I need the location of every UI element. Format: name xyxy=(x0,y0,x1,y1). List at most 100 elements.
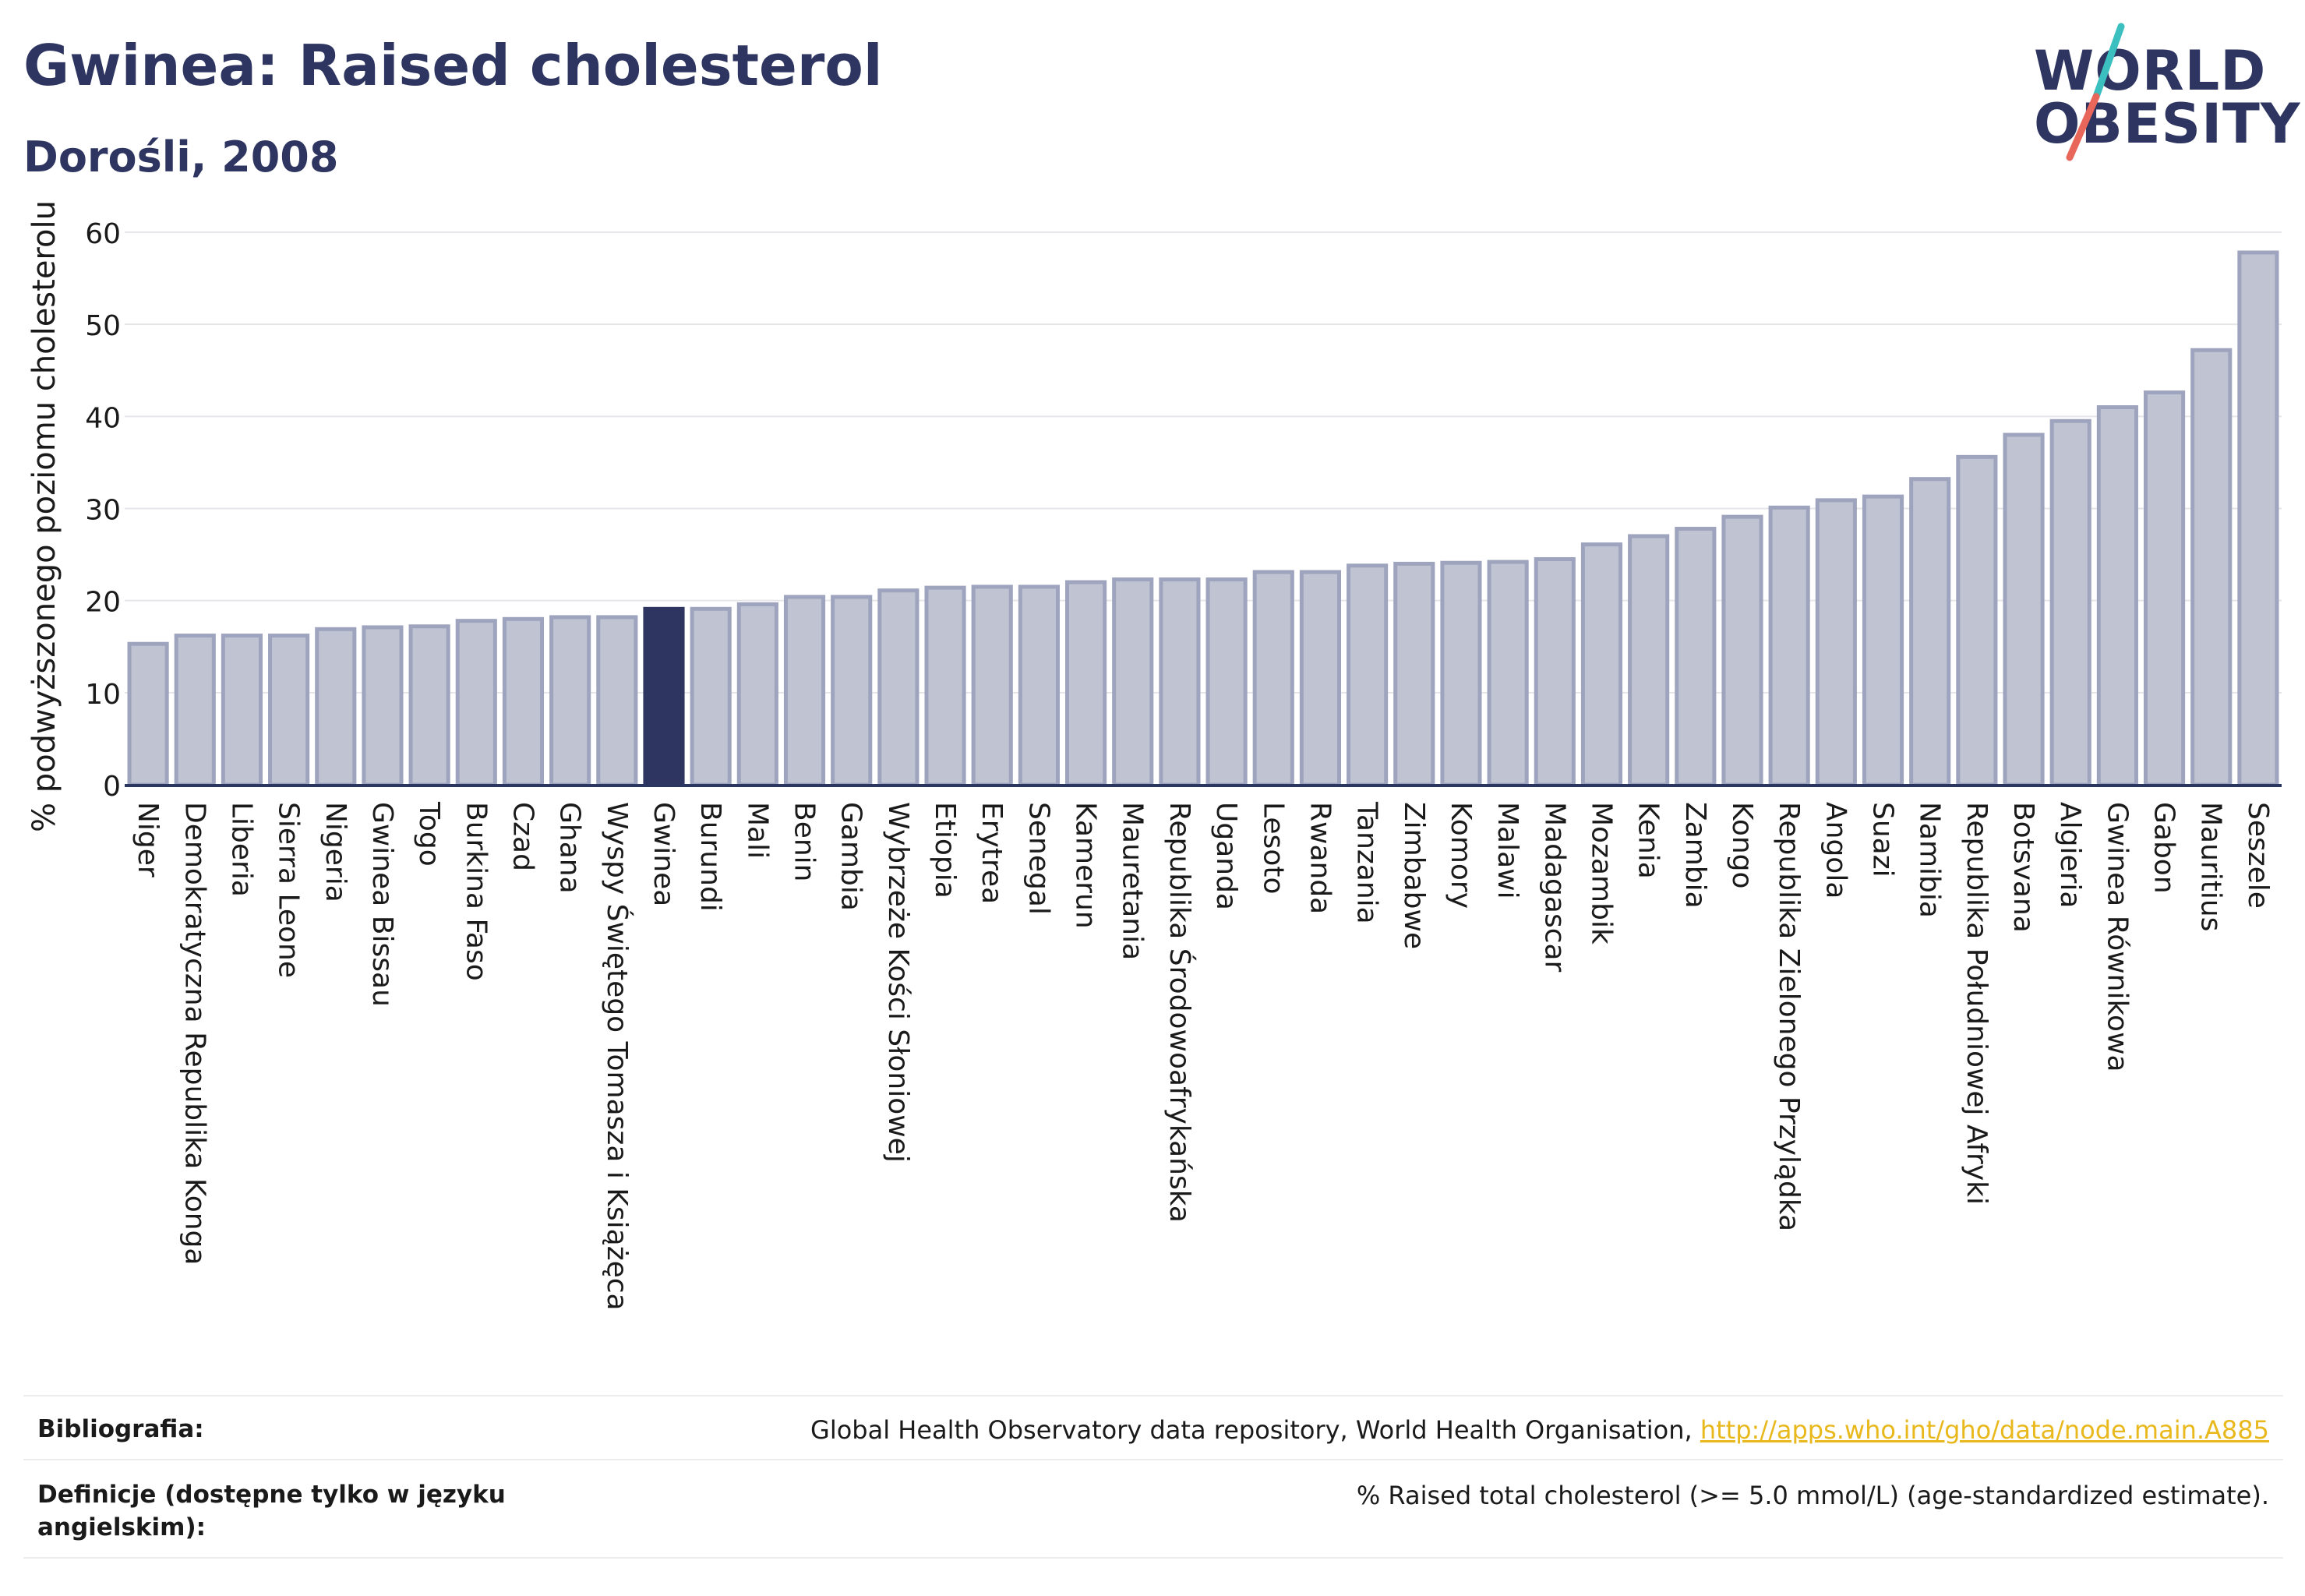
bar[interactable] xyxy=(2096,405,2138,787)
x-tick-label: Niger xyxy=(132,802,164,877)
bar[interactable] xyxy=(736,602,778,787)
world-obesity-logo[interactable]: WORLD OBESITY xyxy=(2034,20,2300,164)
x-tick-label: Erytrea xyxy=(976,802,1008,904)
x-tick-label: Gabon xyxy=(2148,802,2180,894)
bar[interactable] xyxy=(1159,577,1201,787)
x-tick-label: Seszele xyxy=(2242,802,2274,909)
x-tick-label: Rwanda xyxy=(1304,802,1336,914)
x-tick-label: Mali xyxy=(741,802,773,859)
bar[interactable] xyxy=(783,595,826,787)
bar[interactable] xyxy=(1862,494,1904,787)
bar[interactable] xyxy=(127,641,169,787)
x-tick-label: Gwinea Bissau xyxy=(366,802,398,1007)
x-tick-label: Angola xyxy=(1820,802,1851,899)
bar[interactable] xyxy=(502,616,545,787)
bar[interactable] xyxy=(1768,505,1810,787)
bar[interactable] xyxy=(2003,433,2045,787)
bar[interactable] xyxy=(455,619,497,787)
bar[interactable] xyxy=(971,584,1013,787)
x-tick-label: Malawi xyxy=(1491,802,1523,899)
bar[interactable] xyxy=(1064,580,1107,787)
page-title: Gwinea: Raised cholesterol xyxy=(23,33,883,98)
x-tick-label: Senegal xyxy=(1022,802,1054,915)
y-tick-label: 30 xyxy=(85,495,121,527)
bar[interactable] xyxy=(1721,514,1763,787)
x-tick-label: Demokratyczna Republika Konga xyxy=(178,802,210,1265)
x-tick-label: Burkina Faso xyxy=(460,802,492,981)
x-tick-label: Wyspy Świętego Tomasza i Książęca xyxy=(601,802,634,1311)
bar[interactable] xyxy=(1909,477,1951,787)
x-tick-label: Mozambik xyxy=(1585,802,1617,945)
bar[interactable] xyxy=(549,615,591,787)
y-tick-label: 10 xyxy=(85,679,121,711)
x-tick-label: Nigeria xyxy=(319,802,351,902)
x-tick-label: Burundi xyxy=(694,802,726,912)
x-tick-label: Suazi xyxy=(1867,802,1899,877)
bar[interactable] xyxy=(690,606,732,787)
logo-slash-bottom xyxy=(2066,93,2100,161)
x-tick-label: Gwinea Równikowa xyxy=(2101,802,2133,1072)
bibliography-link[interactable]: http://apps.who.int/gho/data/node.main.A… xyxy=(1700,1415,2269,1445)
x-tick-label: Republika Południowej Afryki xyxy=(1961,802,1993,1205)
x-tick-label: Republika Zielonego Przylądka xyxy=(1773,802,1805,1231)
y-tick-labels: 0 10 20 30 40 50 60 xyxy=(85,218,121,803)
bar[interactable] xyxy=(221,634,263,787)
bibliography-label: Bibliografia: xyxy=(37,1415,204,1443)
bar[interactable] xyxy=(596,615,638,787)
bar[interactable] xyxy=(1440,560,1482,787)
x-tick-label: Mauretania xyxy=(1117,802,1149,960)
bibliography-row: Bibliografia: Global Health Observatory … xyxy=(23,1395,2283,1460)
x-tick-label: Mauritius xyxy=(2195,802,2227,931)
x-tick-label: Wybrzeże Kości Słoniowej xyxy=(882,802,914,1163)
logo-slash-top xyxy=(2092,23,2125,101)
bar[interactable] xyxy=(2190,348,2233,787)
x-tick-label: Tanzania xyxy=(1351,801,1383,924)
x-tick-label: Liberia xyxy=(225,802,257,897)
bar[interactable] xyxy=(877,588,920,787)
bar[interactable] xyxy=(924,585,966,787)
bar[interactable] xyxy=(831,595,873,787)
bar[interactable] xyxy=(1205,577,1248,787)
bar[interactable] xyxy=(408,624,450,787)
x-tick-label: Zimbabwe xyxy=(1398,802,1430,949)
x-tick-label: Sierra Leone xyxy=(273,802,305,978)
definitions-row: Definicje (dostępne tylko w języku angie… xyxy=(23,1459,2283,1559)
bar[interactable] xyxy=(1252,570,1294,787)
bar[interactable] xyxy=(1675,526,1717,787)
bar[interactable] xyxy=(1112,577,1154,787)
x-tick-labels: Niger Demokratyczna Republika Konga Liberi… xyxy=(132,801,2274,1311)
bar[interactable] xyxy=(1956,454,1998,787)
bar[interactable] xyxy=(1580,542,1623,787)
bar[interactable] xyxy=(1534,556,1576,787)
bar[interactable] xyxy=(1628,534,1670,787)
x-tick-label: Ghana xyxy=(554,802,586,894)
bar[interactable] xyxy=(2143,390,2186,787)
x-tick-label: Etiopia xyxy=(929,802,961,899)
bar[interactable] xyxy=(1299,570,1342,787)
definitions-label: Definicje (dostępne tylko w języku angie… xyxy=(37,1481,506,1541)
bar[interactable] xyxy=(362,625,404,787)
bar[interactable] xyxy=(643,606,685,787)
bar[interactable] xyxy=(2049,418,2091,787)
y-tick-label: 60 xyxy=(85,218,121,250)
y-tick-label: 0 xyxy=(103,771,121,803)
y-tick-label: 40 xyxy=(85,402,121,434)
logo-slash-icon xyxy=(2066,23,2125,161)
y-tick-label: 20 xyxy=(85,587,121,619)
x-tick-label: Republika Środowoafrykańska xyxy=(1163,802,1196,1223)
bar[interactable] xyxy=(1815,498,1857,787)
x-tick-label: Komory xyxy=(1445,802,1477,909)
bar[interactable] xyxy=(2237,250,2279,787)
x-tick-label: Gwinea xyxy=(648,802,679,906)
y-axis-label: % podwyższonego poziomu cholesterolu xyxy=(26,200,62,832)
x-tick-label: Kenia xyxy=(1633,802,1664,879)
bar[interactable] xyxy=(315,627,357,787)
bar[interactable] xyxy=(268,634,310,787)
bar[interactable] xyxy=(174,634,216,787)
bar[interactable] xyxy=(1393,561,1435,787)
bar-chart: 0 10 20 30 40 50 60 Niger Demokratyczna Republi… xyxy=(26,200,2282,1311)
bar[interactable] xyxy=(1347,563,1389,787)
bar[interactable] xyxy=(1018,584,1060,787)
x-tick-label: Czad xyxy=(507,802,538,871)
bar[interactable] xyxy=(1487,560,1529,787)
